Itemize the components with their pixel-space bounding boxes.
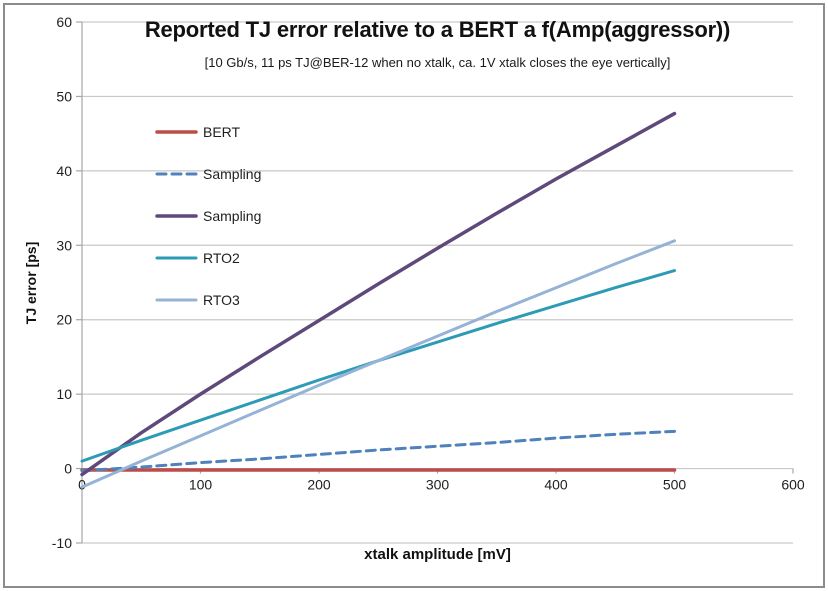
chart-title: Reported TJ error relative to a BERT a f… bbox=[144, 17, 731, 42]
x-axis-title: xtalk amplitude [mV] bbox=[364, 546, 511, 563]
legend-label-3: RTO2 bbox=[203, 250, 240, 266]
x-tick-label: 100 bbox=[189, 477, 213, 493]
y-tick-label: 0 bbox=[64, 461, 72, 477]
series-line-rto3-4 bbox=[80, 239, 676, 489]
x-tick-label: 400 bbox=[544, 477, 568, 493]
y-tick-label: 20 bbox=[56, 312, 72, 328]
y-tick-label: 60 bbox=[56, 14, 72, 30]
y-tick-label: 30 bbox=[56, 237, 72, 253]
y-axis-title: TJ error [ps] bbox=[23, 241, 39, 325]
x-tick-label: 300 bbox=[426, 477, 450, 493]
x-tick-label: 200 bbox=[307, 477, 331, 493]
y-tick-label: 50 bbox=[56, 88, 72, 104]
y-tick-label: -10 bbox=[52, 535, 72, 551]
chart-subtitle: [10 Gb/s, 11 ps TJ@BER-12 when no xtalk,… bbox=[204, 55, 671, 70]
y-tick-label: 10 bbox=[56, 386, 72, 402]
legend-label-4: RTO3 bbox=[203, 292, 240, 308]
legend-label-0: BERT bbox=[203, 124, 241, 140]
series-line-sampling-2 bbox=[80, 111, 677, 477]
y-tick-label: 40 bbox=[56, 163, 72, 179]
series-line-sampling-1 bbox=[80, 429, 676, 473]
x-tick-label: 0 bbox=[78, 477, 86, 493]
legend-label-2: Sampling bbox=[203, 208, 261, 224]
legend-label-1: Sampling bbox=[203, 166, 261, 182]
x-tick-label: 500 bbox=[663, 477, 687, 493]
x-tick-label: 600 bbox=[781, 477, 805, 493]
